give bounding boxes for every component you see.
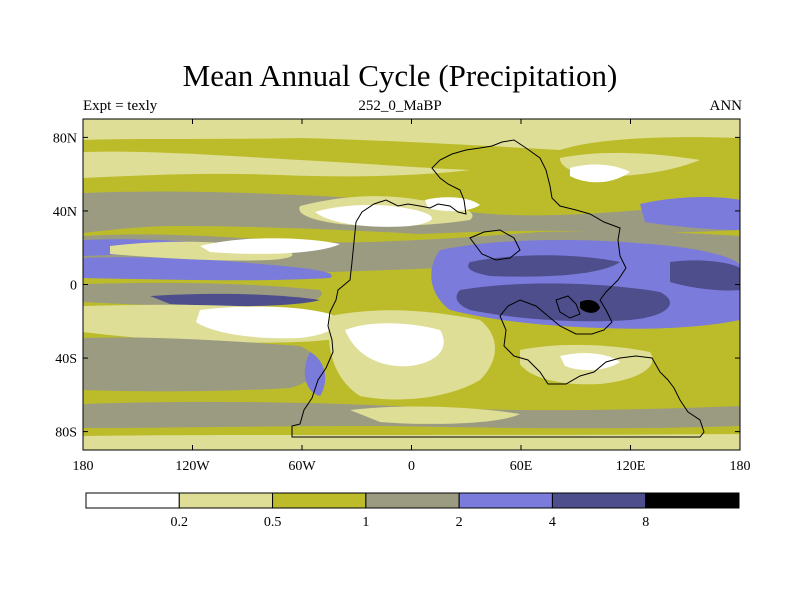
x-tick-label: 120E	[616, 459, 646, 474]
season-label: ANN	[709, 98, 743, 114]
x-axis: 180 120W 60W 0 60E 120E 180	[73, 119, 751, 474]
colorbar-swatch	[551, 492, 647, 509]
y-tick-label: 80S	[55, 426, 77, 441]
period-label: 252_0_MaBP	[358, 98, 442, 114]
colorbar-swatch	[85, 492, 180, 509]
experiment-label: Expt = texly	[83, 98, 158, 114]
terrane-outline	[469, 229, 521, 261]
colorbar-swatch	[458, 492, 553, 509]
y-tick-label: 40N	[53, 205, 77, 220]
colorbar-swatch	[178, 492, 274, 509]
colorbar-label: 2	[456, 515, 463, 530]
colorbar: 0.2 0.5 1 2 4 8	[85, 492, 740, 530]
field-dry-patch-se	[560, 353, 620, 371]
x-tick-label: 180	[73, 459, 94, 474]
field-dry-patch-n2	[425, 197, 480, 212]
field-light-band-north	[83, 119, 740, 150]
colorbar-label: 1	[362, 515, 369, 530]
field-dry-south	[196, 306, 337, 339]
field-light-polar-south	[83, 434, 740, 450]
field-dry-patch-n	[315, 204, 432, 227]
field-dry-patch-ne	[570, 164, 630, 183]
island-outline	[555, 295, 581, 319]
colorbar-swatch	[365, 492, 460, 509]
field-grey-south	[83, 337, 319, 392]
field-wet-coast-s	[304, 352, 326, 396]
colorbar-label: 8	[642, 515, 649, 530]
y-tick-label: 0	[70, 279, 77, 294]
colorbar-swatch	[272, 492, 367, 509]
colorbar-label: 0.2	[171, 515, 189, 530]
colorbar-label: 4	[549, 515, 556, 530]
field-light-far-south	[350, 406, 520, 424]
colorbar-swatch	[645, 492, 740, 509]
x-tick-label: 60W	[288, 459, 316, 474]
field-extreme-wet	[580, 300, 600, 313]
field-very-wet-2	[456, 283, 670, 322]
field-wet-pacific-north	[640, 197, 740, 230]
chart-title: Mean Annual Cycle (Precipitation)	[182, 58, 618, 93]
field-very-wet-3	[670, 260, 740, 291]
field-very-wet-1	[468, 255, 620, 277]
x-tick-label: 120W	[175, 459, 210, 474]
field-layers	[83, 119, 740, 450]
continent-outline	[291, 139, 705, 438]
y-axis: 80N 40N 0 40S 80S	[53, 131, 740, 441]
y-tick-label: 80N	[53, 131, 77, 146]
y-tick-label: 40S	[55, 352, 77, 367]
x-tick-label: 180	[730, 459, 751, 474]
field-wet-west-2	[83, 257, 332, 281]
field-dry-strip-west	[200, 238, 340, 254]
field-very-wet-west	[150, 293, 320, 307]
field-dry-continent-s	[345, 323, 444, 367]
colorbar-label: 0.5	[264, 515, 282, 530]
x-tick-label: 0	[408, 459, 415, 474]
field-light-band-north-2	[83, 151, 470, 178]
x-tick-label: 60E	[510, 459, 533, 474]
